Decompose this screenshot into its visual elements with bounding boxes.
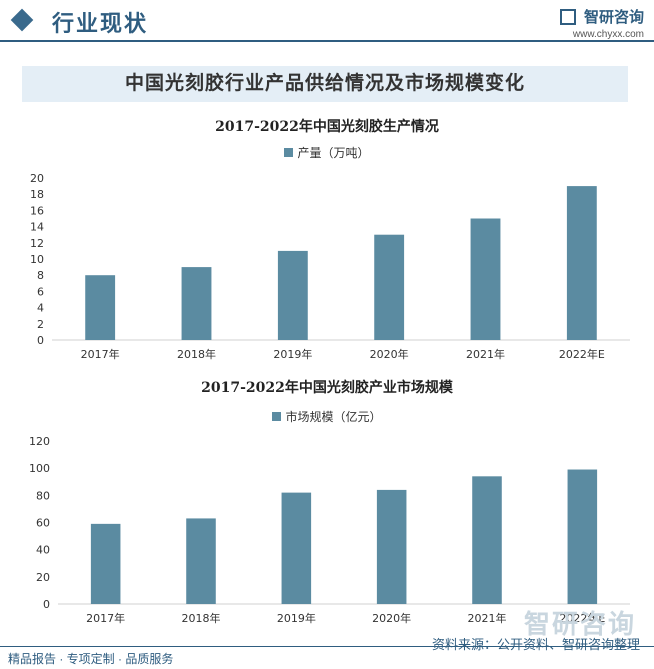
chart-2-bar (281, 492, 312, 604)
chart-2-ytick: 120 (29, 435, 50, 448)
chart-1-legend-swatch (284, 148, 294, 157)
chart-2-bar (186, 518, 216, 604)
chart-2-xtick: 2019年 (277, 611, 316, 625)
chart-1-ytick: 0 (37, 334, 44, 347)
chart-1-bar (181, 267, 212, 340)
chart-1-xtick: 2017年 (81, 347, 120, 361)
chart-2-ytick: 100 (29, 462, 50, 475)
chart-1-xtick: 2022年E (559, 347, 605, 361)
watermark-brand: 智研咨询 (523, 609, 636, 639)
diamond-icon (10, 8, 34, 32)
chart-1-ytick: 16 (30, 204, 44, 217)
chart-2-ytick: 20 (36, 571, 50, 584)
chart-1-xtick: 2019年 (273, 347, 312, 361)
chart-1-ytick: 8 (37, 269, 44, 282)
chart-2-title: 2017-2022年中国光刻胶产业市场规模 (201, 380, 453, 396)
chart-1-bar (566, 186, 597, 340)
chart-2-ytick: 60 (36, 517, 50, 530)
footer-divider (0, 646, 654, 647)
chart-1-ytick: 6 (37, 285, 44, 298)
chart-2-ytick: 0 (43, 598, 50, 611)
chart-1-legend-label: 产量（万吨） (297, 146, 370, 160)
chart-2-bar (472, 476, 502, 604)
chart-1-xtick: 2021年 (466, 347, 505, 361)
chart-2-ytick: 40 (36, 544, 50, 557)
page-header: 行业现状 智研咨询 www.chyxx.com (0, 0, 654, 46)
footer-tagline: 精品报告 · 专项定制 · 品质服务 (8, 652, 174, 666)
chart-2-legend-label: 市场规模（亿元） (285, 410, 382, 424)
chart-2-plot: 0 20 40 60 80 100 120 2017年 2018年 2019年 2020年 2021年… (29, 435, 630, 625)
chart-1-bar (374, 234, 405, 340)
brand-url: www.chyxx.com (572, 29, 644, 40)
chart-1-ytick: 14 (30, 221, 44, 234)
chart-1-plot: 0 2 4 6 8 10 12 14 16 18 20 2017年 2018年 2019年 2020年 202… (30, 172, 630, 361)
chart-2-bar (567, 469, 598, 604)
chart-2-bar (90, 523, 121, 604)
chart-2-legend: 市场规模（亿元） (0, 408, 654, 425)
chart-1-bar (277, 250, 308, 340)
chart-2-xtick: 2020年 (372, 611, 411, 625)
chart-1-ytick: 18 (30, 188, 44, 201)
chart-2-ytick: 80 (36, 489, 50, 502)
chart-2-xtick: 2018年 (182, 611, 221, 625)
chart-2-xtick: 2017年 (86, 611, 125, 625)
chart-1-ytick: 2 (37, 318, 44, 331)
chart-2-legend-swatch (272, 412, 282, 421)
brand: 智研咨询 www.chyxx.com (559, 6, 644, 40)
chart-1-legend: 产量（万吨） (0, 144, 654, 161)
chart-1-bar (470, 218, 501, 340)
chart-1-ytick: 20 (30, 172, 44, 185)
source-note: 资料来源：公开资料、智研咨询整理 (431, 637, 640, 652)
chart-2-xtick: 2022年E (559, 611, 605, 625)
chart-1-ytick: 4 (37, 302, 44, 315)
chart-1-ytick: 12 (30, 237, 44, 250)
brand-logo-icon (559, 8, 576, 25)
chart-1-bar (85, 275, 116, 340)
banner-title: 中国光刻胶行业产品供给情况及市场规模变化 (22, 66, 628, 102)
header-divider (0, 40, 654, 42)
section-title: 行业现状 (52, 11, 149, 36)
chart-2-xtick: 2021年 (468, 611, 507, 625)
chart-1-xtick: 2018年 (177, 347, 216, 361)
brand-name: 智研咨询 (583, 9, 644, 26)
chart-1-ytick: 10 (30, 253, 44, 266)
chart-1-xtick: 2020年 (370, 347, 409, 361)
chart-2-bar (376, 489, 407, 604)
chart-1-title: 2017-2022年中国光刻胶生产情况 (215, 119, 439, 135)
